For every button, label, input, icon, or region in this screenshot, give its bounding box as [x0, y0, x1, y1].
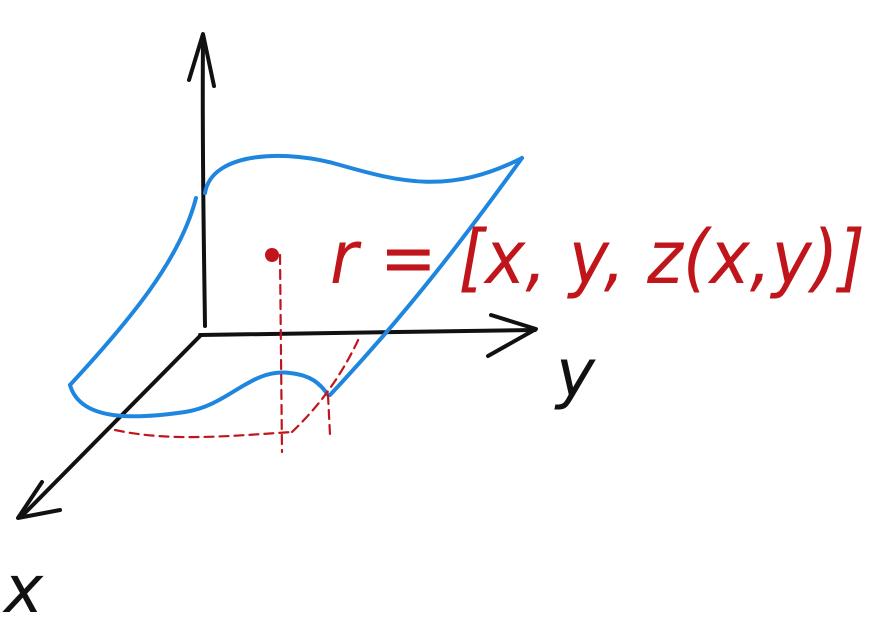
axes	[16, 32, 538, 520]
surface-left-edge	[68, 196, 198, 387]
projection-lines	[113, 253, 362, 454]
z-axis-arrowhead	[187, 32, 216, 88]
surface-outline	[68, 153, 524, 419]
surface-front-edge	[68, 370, 330, 419]
surface-right-edge	[328, 156, 524, 397]
position-vector-formula: r = [x, y, z(x,y)]	[330, 215, 865, 301]
projection-vertical	[278, 253, 284, 454]
projection-y-dir	[290, 334, 362, 434]
surface-point	[265, 248, 279, 262]
y-axis	[198, 328, 537, 337]
y-axis-label: y	[554, 335, 596, 412]
projection-x-dir	[113, 428, 294, 439]
y-axis-arrowhead	[486, 313, 538, 358]
z-axis	[200, 38, 207, 328]
x-axis-arrowhead	[16, 480, 62, 520]
projection-drop	[326, 393, 332, 437]
surface-back-edge	[203, 153, 524, 195]
x-axis-label: x	[2, 551, 44, 628]
x-axis	[20, 334, 202, 518]
